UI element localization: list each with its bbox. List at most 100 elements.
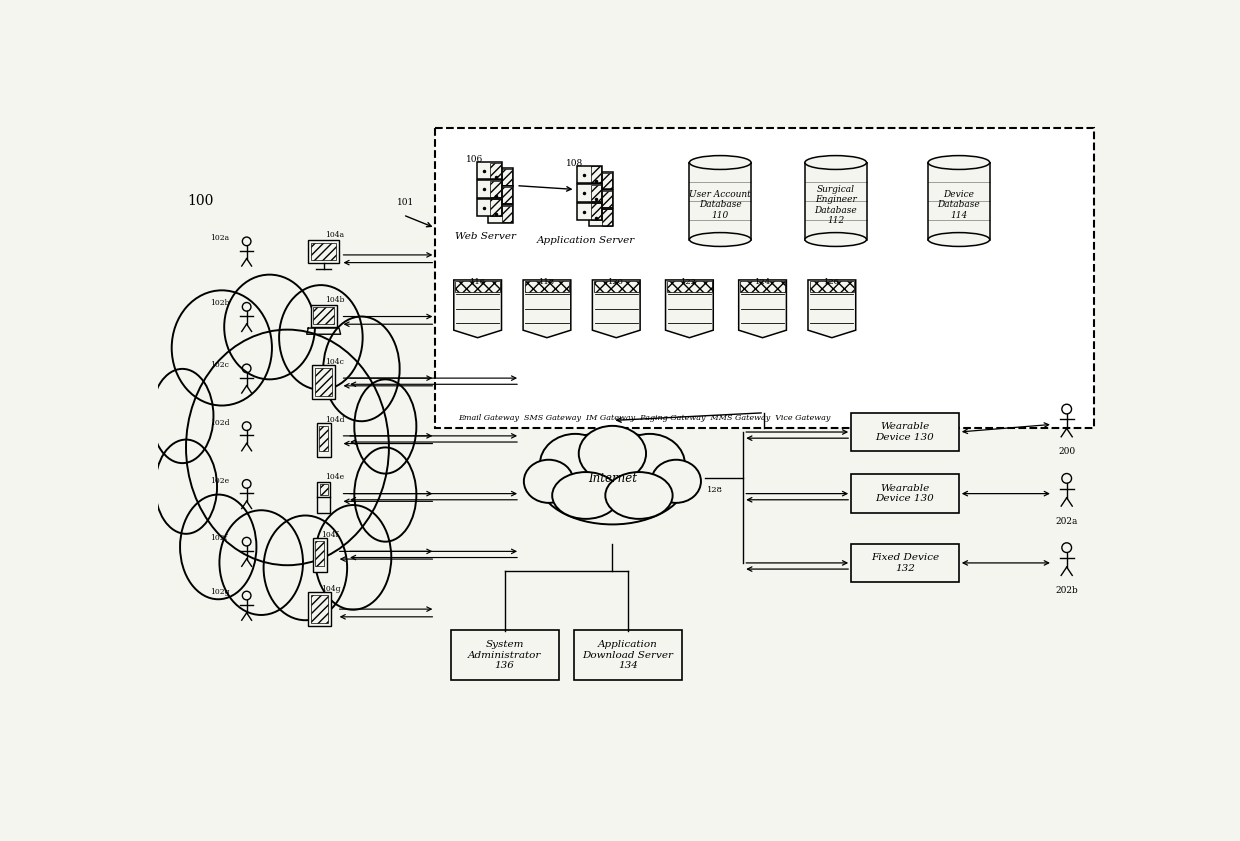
Ellipse shape [689,233,751,246]
Text: 102f: 102f [210,534,227,542]
Ellipse shape [523,460,573,503]
Ellipse shape [805,233,867,246]
FancyBboxPatch shape [310,305,337,326]
FancyBboxPatch shape [312,538,326,572]
FancyBboxPatch shape [489,205,513,223]
Text: System
Administrator
136: System Administrator 136 [467,640,542,670]
FancyBboxPatch shape [477,198,501,216]
Text: Wearable
Device 130: Wearable Device 130 [875,422,935,442]
Text: 104g: 104g [321,585,341,593]
Polygon shape [808,280,856,338]
FancyBboxPatch shape [450,630,558,680]
Text: 128: 128 [707,486,723,494]
FancyBboxPatch shape [316,423,331,457]
FancyBboxPatch shape [489,168,513,186]
FancyBboxPatch shape [851,413,959,452]
Text: 108: 108 [567,159,584,167]
Text: 102e: 102e [210,477,229,484]
Ellipse shape [805,156,867,169]
Text: 202b: 202b [1055,586,1078,595]
Polygon shape [454,280,501,338]
FancyBboxPatch shape [477,180,501,198]
Text: 100: 100 [187,194,213,208]
Text: Application
Download Server
134: Application Download Server 134 [583,640,673,670]
Text: 124: 124 [754,278,770,286]
Polygon shape [928,162,990,240]
Ellipse shape [614,434,684,495]
FancyBboxPatch shape [489,187,513,204]
Text: 102a: 102a [210,234,229,242]
Text: Email Gateway  SMS Gateway  IM Gateway  Paging Gateway  MMS Gateway  Vice Gatewa: Email Gateway SMS Gateway IM Gateway Pag… [459,414,831,422]
FancyBboxPatch shape [589,172,613,189]
Text: 126: 126 [823,278,839,286]
FancyBboxPatch shape [577,166,601,183]
FancyBboxPatch shape [851,543,959,582]
Ellipse shape [928,233,990,246]
Polygon shape [739,280,786,338]
Text: 116: 116 [470,278,486,286]
Ellipse shape [552,472,620,519]
FancyBboxPatch shape [309,592,331,626]
FancyBboxPatch shape [309,240,339,262]
Text: 104a: 104a [325,231,345,239]
Text: 104e: 104e [325,473,345,481]
Text: Surgical
Engineer
Database
112: Surgical Engineer Database 112 [815,185,857,225]
FancyBboxPatch shape [589,190,613,208]
FancyBboxPatch shape [589,209,613,226]
Ellipse shape [928,156,990,169]
Text: 120: 120 [609,278,624,286]
Ellipse shape [689,156,751,169]
FancyBboxPatch shape [577,203,601,220]
Text: 200: 200 [1058,447,1075,457]
Ellipse shape [537,432,688,525]
Polygon shape [666,280,713,338]
Text: 102g: 102g [210,588,229,596]
Ellipse shape [279,285,362,390]
Text: Web Server: Web Server [455,232,516,241]
Text: 101: 101 [397,198,414,207]
Text: 104d: 104d [325,415,345,424]
Polygon shape [805,162,867,240]
Text: 106: 106 [466,155,484,164]
Ellipse shape [651,460,701,503]
Polygon shape [593,280,640,338]
FancyBboxPatch shape [435,128,1094,428]
Ellipse shape [579,426,646,481]
Text: 202a: 202a [1055,516,1078,526]
Text: Device
Database
114: Device Database 114 [937,190,981,220]
FancyBboxPatch shape [851,474,959,513]
Ellipse shape [928,156,990,169]
Ellipse shape [805,156,867,169]
Ellipse shape [155,440,217,534]
Text: 102c: 102c [210,361,228,369]
Text: 122: 122 [682,278,697,286]
Text: Wearable
Device 130: Wearable Device 130 [875,484,935,503]
Text: 104c: 104c [325,358,343,366]
Ellipse shape [171,290,272,405]
Text: 118: 118 [539,278,556,286]
FancyBboxPatch shape [477,161,501,179]
Polygon shape [689,162,751,240]
Ellipse shape [689,156,751,169]
Text: 102d: 102d [210,419,229,426]
Text: Application Server: Application Server [537,235,635,245]
Ellipse shape [355,379,417,473]
Ellipse shape [605,472,672,519]
Text: User Account
Database
110: User Account Database 110 [689,190,751,220]
FancyBboxPatch shape [317,482,330,513]
Ellipse shape [219,510,303,615]
Ellipse shape [355,447,417,542]
FancyBboxPatch shape [312,365,335,399]
Text: 104f: 104f [321,532,339,539]
FancyBboxPatch shape [577,184,601,202]
FancyBboxPatch shape [574,630,682,680]
Ellipse shape [151,369,213,463]
Ellipse shape [224,275,315,379]
Ellipse shape [324,316,399,421]
Ellipse shape [264,516,347,620]
Ellipse shape [180,495,257,600]
Text: Internet: Internet [588,472,637,484]
Text: 102b: 102b [210,299,229,308]
Ellipse shape [315,505,392,610]
Ellipse shape [539,434,610,495]
